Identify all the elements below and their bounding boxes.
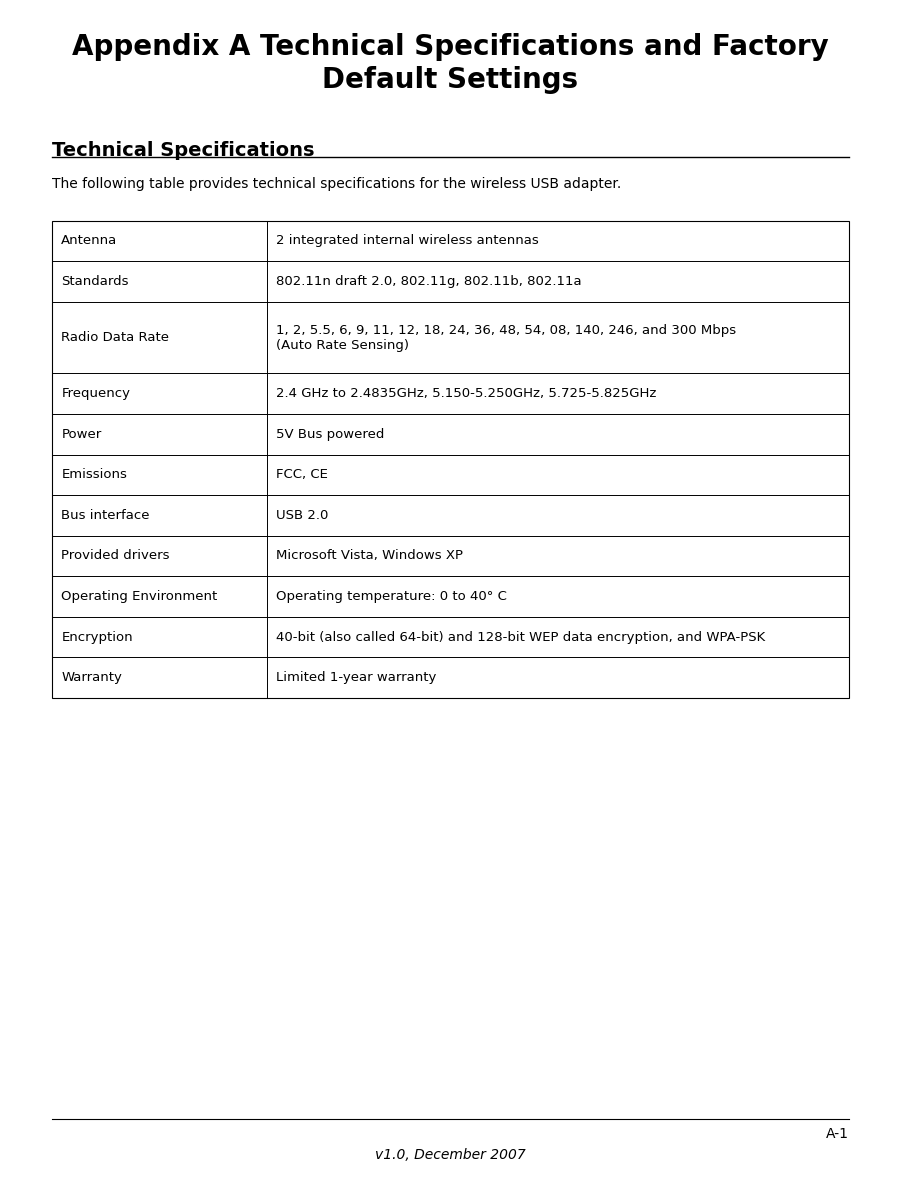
Text: 2.4 GHz to 2.4835GHz, 5.150-5.250GHz, 5.725-5.825GHz: 2.4 GHz to 2.4835GHz, 5.150-5.250GHz, 5.… — [277, 388, 657, 400]
Text: Default Settings: Default Settings — [323, 66, 578, 93]
Text: Emissions: Emissions — [61, 469, 127, 481]
Text: 802.11n draft 2.0, 802.11g, 802.11b, 802.11a: 802.11n draft 2.0, 802.11g, 802.11b, 802… — [277, 276, 582, 288]
Text: 5V Bus powered: 5V Bus powered — [277, 428, 385, 440]
Text: Power: Power — [61, 428, 102, 440]
Text: Operating Environment: Operating Environment — [61, 591, 217, 602]
Text: Operating temperature: 0 to 40° C: Operating temperature: 0 to 40° C — [277, 591, 507, 602]
Text: Frequency: Frequency — [61, 388, 131, 400]
Text: Microsoft Vista, Windows XP: Microsoft Vista, Windows XP — [277, 550, 463, 562]
Text: FCC, CE: FCC, CE — [277, 469, 328, 481]
Bar — [52, 221, 849, 698]
Text: The following table provides technical specifications for the wireless USB adapt: The following table provides technical s… — [52, 177, 622, 191]
Text: Provided drivers: Provided drivers — [61, 550, 169, 562]
Text: Antenna: Antenna — [61, 235, 117, 247]
Text: v1.0, December 2007: v1.0, December 2007 — [375, 1148, 526, 1162]
Text: Limited 1-year warranty: Limited 1-year warranty — [277, 672, 437, 684]
Text: 2 integrated internal wireless antennas: 2 integrated internal wireless antennas — [277, 235, 539, 247]
Text: Appendix A Technical Specifications and Factory: Appendix A Technical Specifications and … — [72, 33, 829, 61]
Text: Technical Specifications: Technical Specifications — [52, 141, 314, 160]
Text: Standards: Standards — [61, 276, 129, 288]
Text: Radio Data Rate: Radio Data Rate — [61, 332, 169, 344]
Text: A-1: A-1 — [825, 1127, 849, 1142]
Text: 40-bit (also called 64-bit) and 128-bit WEP data encryption, and WPA-PSK: 40-bit (also called 64-bit) and 128-bit … — [277, 631, 766, 643]
Text: Bus interface: Bus interface — [61, 509, 150, 521]
Text: USB 2.0: USB 2.0 — [277, 509, 329, 521]
Text: Encryption: Encryption — [61, 631, 132, 643]
Text: 1, 2, 5.5, 6, 9, 11, 12, 18, 24, 36, 48, 54, 08, 140, 246, and 300 Mbps
(Auto Ra: 1, 2, 5.5, 6, 9, 11, 12, 18, 24, 36, 48,… — [277, 323, 736, 352]
Text: Warranty: Warranty — [61, 672, 123, 684]
